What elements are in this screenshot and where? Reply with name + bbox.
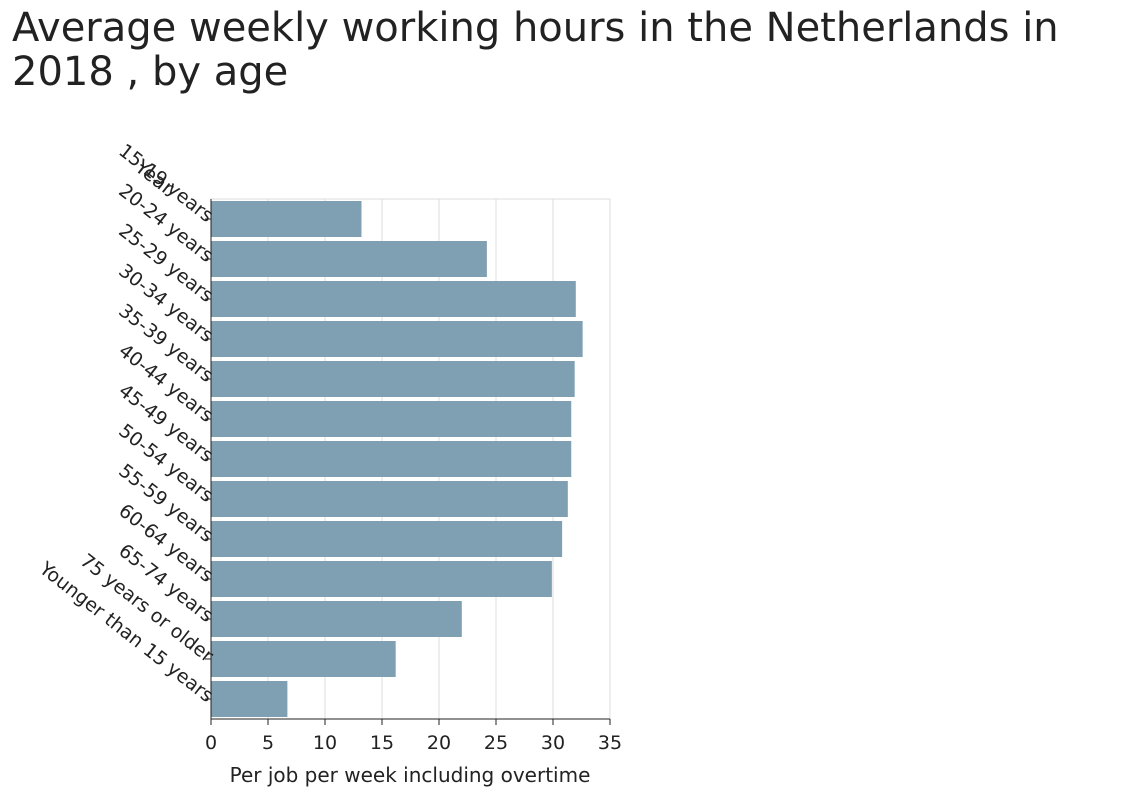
x-tick-label: 15: [370, 732, 394, 754]
x-tick-label: 25: [484, 732, 508, 754]
bar: [211, 441, 572, 477]
chart-title: Average weekly working hours in the Neth…: [12, 5, 1059, 95]
bar: [211, 361, 575, 397]
x-axis-label: Per job per week including overtime: [230, 763, 591, 787]
bar: [211, 681, 288, 717]
x-tick-label: 10: [313, 732, 337, 754]
x-tick-label: 5: [262, 732, 274, 754]
bar: [211, 321, 583, 357]
bar: [211, 481, 568, 517]
bar: [211, 521, 563, 557]
bar: [211, 641, 396, 677]
bar: [211, 201, 362, 237]
x-tick-label: 20: [427, 732, 451, 754]
bar: [211, 401, 572, 437]
x-tick-label: 0: [205, 732, 217, 754]
bars: [211, 201, 583, 717]
x-tick-labels: 0 5 10 15 20 25 30 35: [205, 732, 622, 754]
x-tick-label: 30: [541, 732, 565, 754]
bar: [211, 241, 487, 277]
bar: [211, 561, 552, 597]
bar: [211, 281, 576, 317]
x-tick-label: 35: [598, 732, 622, 754]
axes: [205, 199, 611, 725]
bar: [211, 601, 462, 637]
